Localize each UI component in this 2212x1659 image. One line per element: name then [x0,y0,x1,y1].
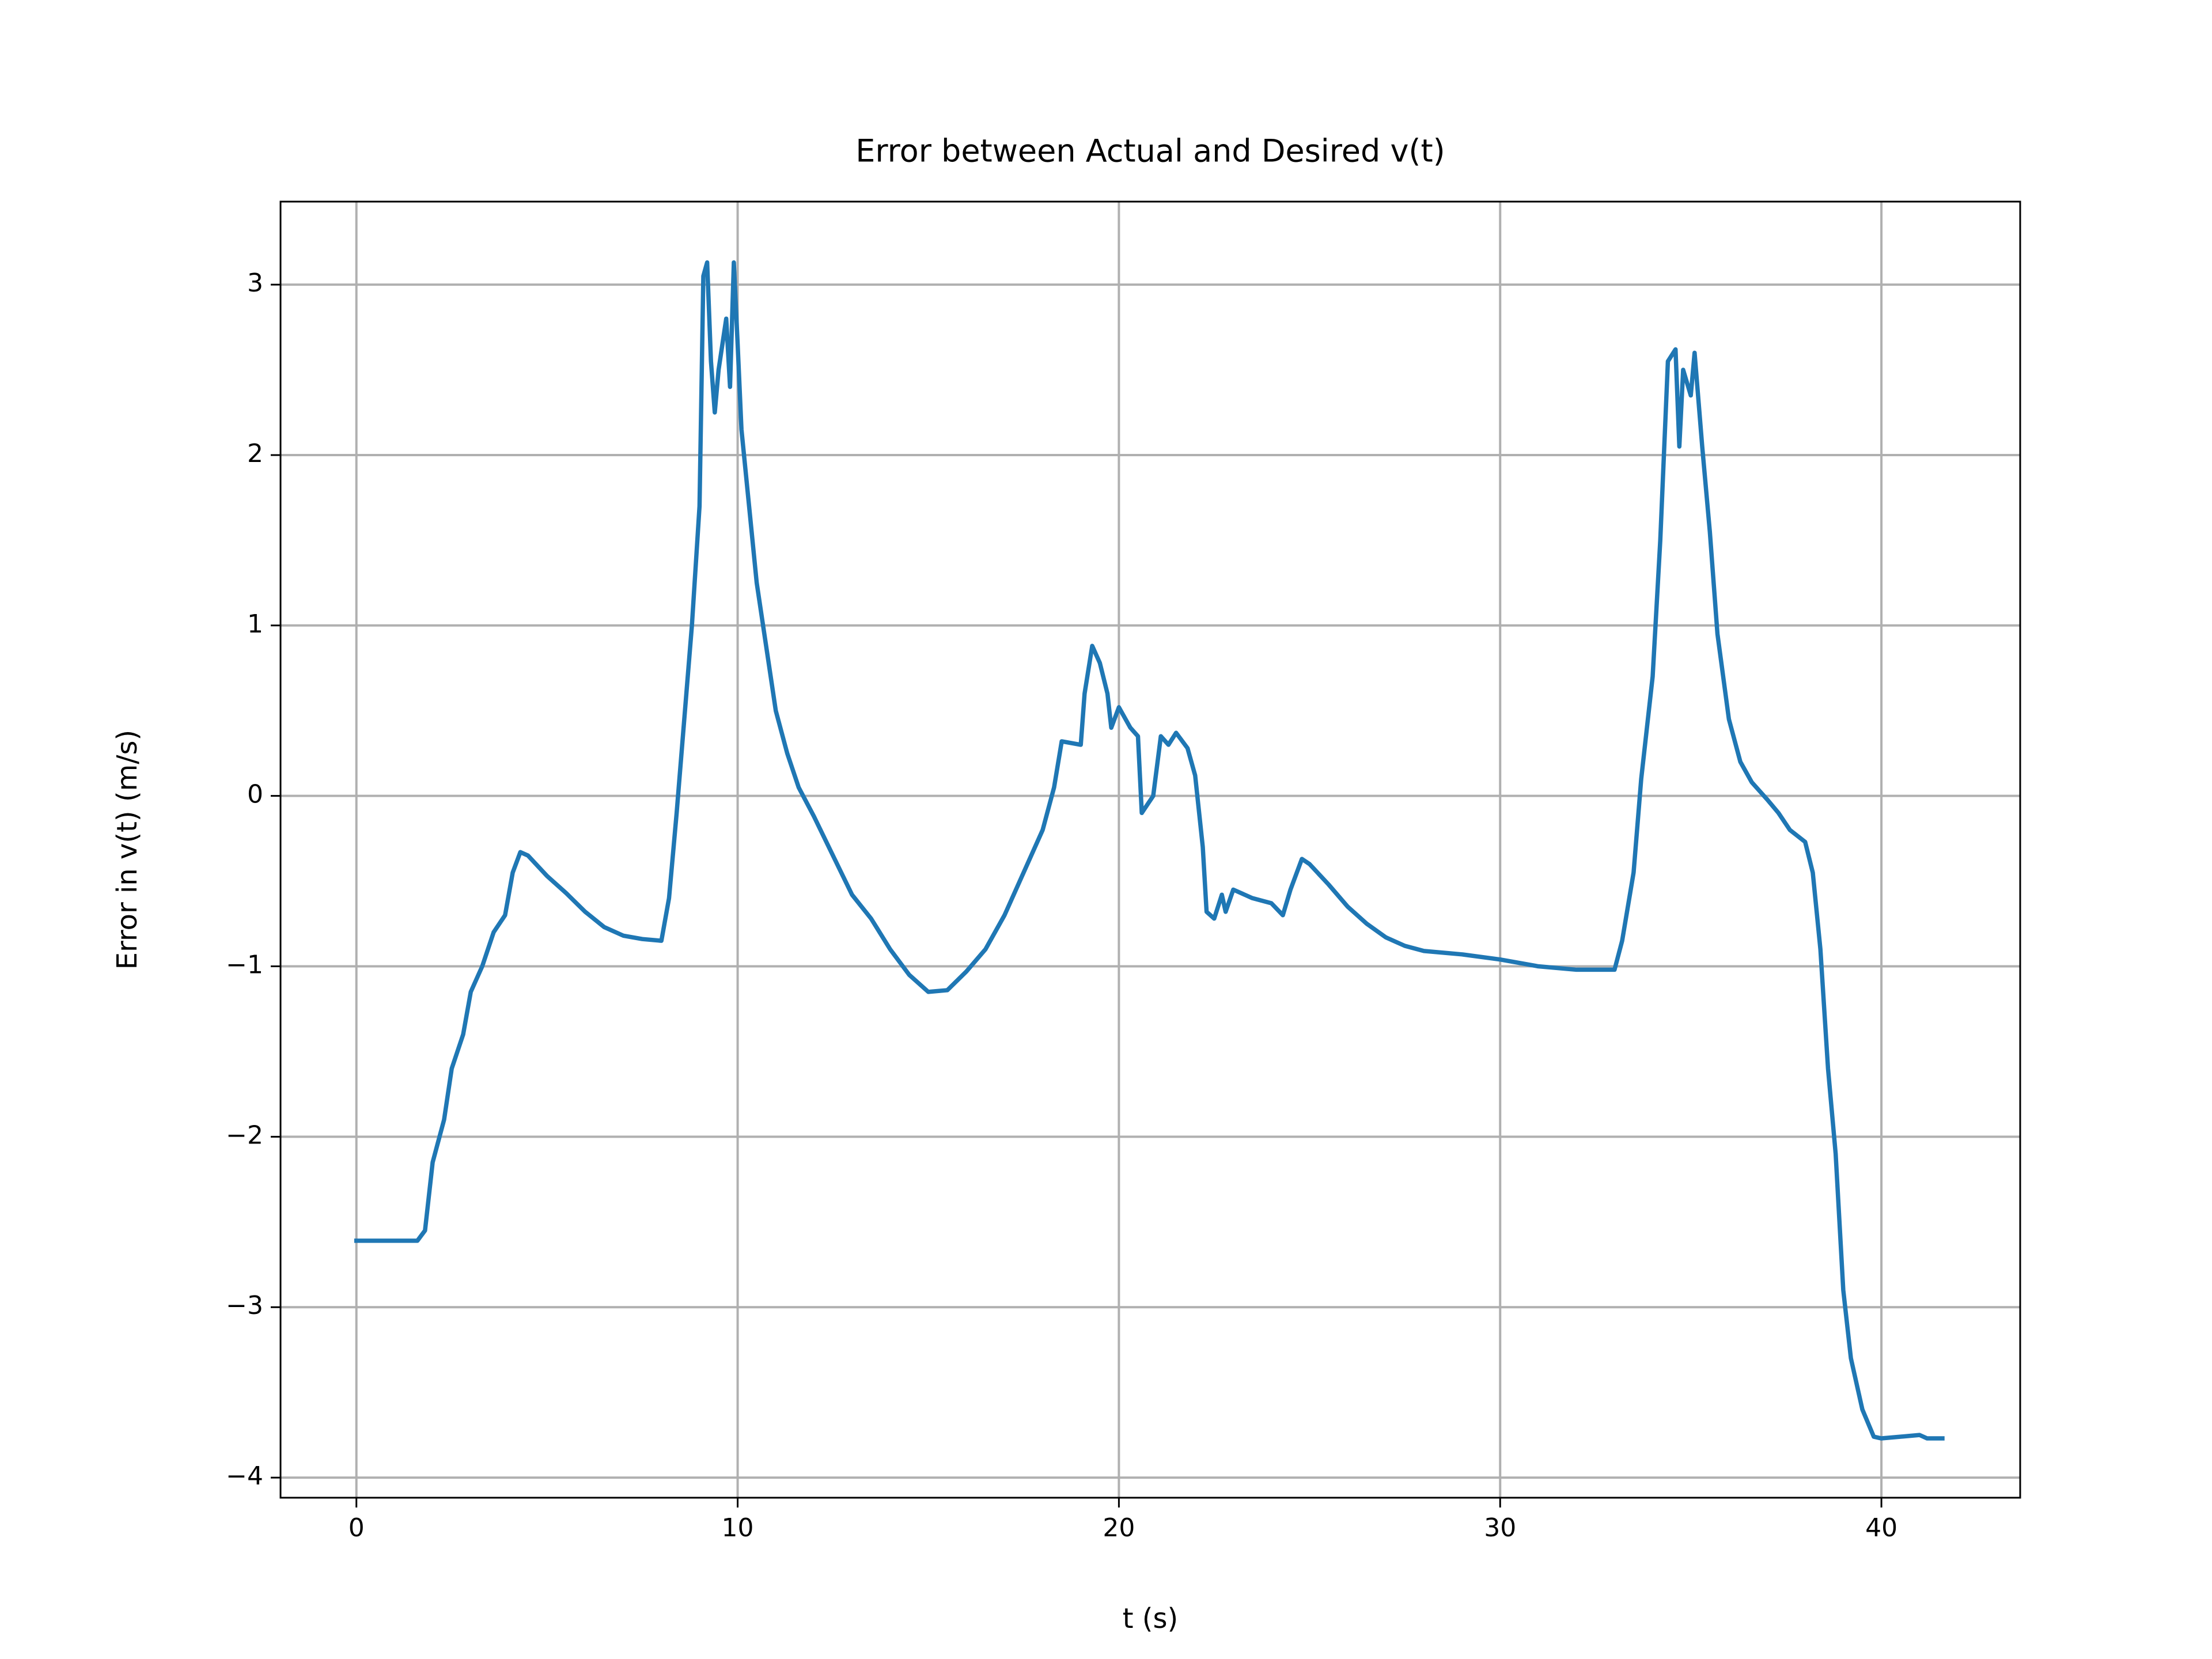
x-tick-label: 30 [1484,1513,1516,1543]
y-axis-label: Error in v(t) (m/s) [111,730,143,970]
y-tick-label: −3 [226,1291,263,1320]
y-tick-label: −4 [226,1461,263,1491]
y-tick-label: 2 [247,439,263,468]
x-tick-label: 10 [722,1513,754,1543]
x-tick-label: 40 [1865,1513,1897,1543]
y-tick-label: 0 [247,780,263,809]
x-tick-label: 20 [1103,1513,1135,1543]
plot-frame [279,200,2021,1499]
data-line [354,260,1945,1441]
y-tick-label: −1 [226,950,263,980]
chart-title: Error between Actual and Desired v(t) [855,133,1445,169]
y-tick-label: 3 [247,268,263,298]
y-tick-label: −2 [226,1120,263,1150]
y-tick-label: 1 [247,609,263,639]
x-axis-label: t (s) [1123,1603,1179,1635]
x-tick-label: 0 [349,1513,365,1543]
